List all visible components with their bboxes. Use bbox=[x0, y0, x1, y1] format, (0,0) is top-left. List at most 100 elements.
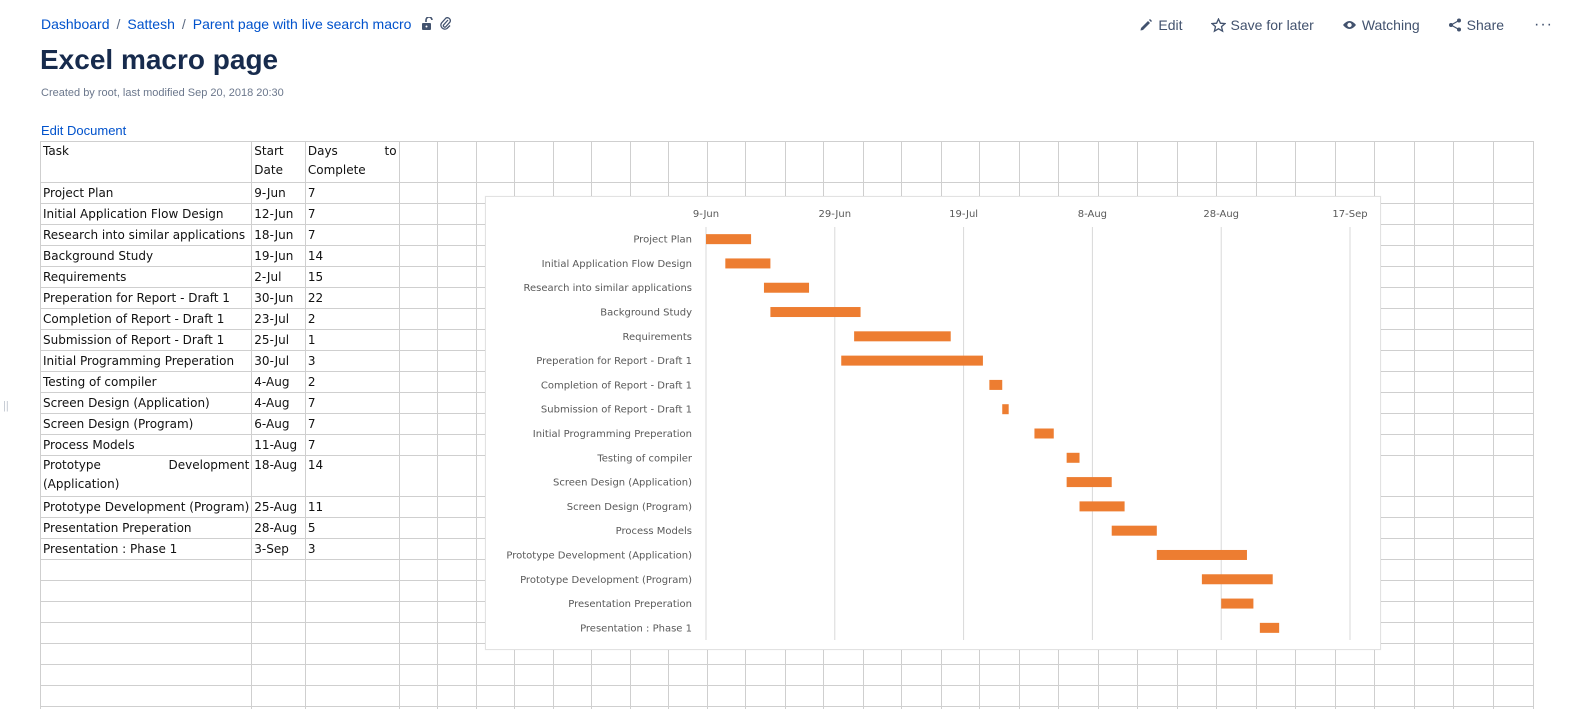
spreadsheet-cell[interactable] bbox=[552, 685, 593, 707]
spreadsheet-cell[interactable]: 6-Aug bbox=[251, 413, 306, 435]
resize-handle-icon[interactable]: || bbox=[3, 400, 9, 412]
attachment-icon[interactable] bbox=[440, 17, 452, 31]
more-actions-button[interactable]: ··· bbox=[1534, 16, 1553, 33]
spreadsheet-cell[interactable] bbox=[398, 538, 439, 560]
spreadsheet-cell[interactable] bbox=[437, 350, 477, 372]
spreadsheet-cell[interactable] bbox=[514, 685, 554, 707]
spreadsheet-cell[interactable] bbox=[437, 496, 477, 518]
spreadsheet-cell[interactable] bbox=[398, 601, 439, 623]
spreadsheet-cell[interactable] bbox=[437, 371, 477, 393]
spreadsheet-cell[interactable] bbox=[1452, 392, 1495, 414]
spreadsheet-cell[interactable] bbox=[1058, 685, 1099, 707]
spreadsheet-cell[interactable] bbox=[437, 392, 477, 414]
spreadsheet-cell[interactable]: 18-Aug bbox=[251, 455, 306, 497]
spreadsheet-cell[interactable] bbox=[398, 559, 439, 581]
spreadsheet-cell[interactable] bbox=[1493, 538, 1534, 560]
spreadsheet-cell[interactable] bbox=[251, 643, 306, 665]
spreadsheet-cell[interactable] bbox=[398, 622, 439, 644]
spreadsheet-cell[interactable] bbox=[304, 643, 400, 665]
spreadsheet-cell[interactable] bbox=[304, 706, 400, 709]
spreadsheet-cell[interactable] bbox=[552, 141, 593, 183]
save-for-later-button[interactable]: Save for later bbox=[1210, 17, 1314, 33]
spreadsheet-cell[interactable] bbox=[251, 664, 306, 686]
spreadsheet-cell[interactable] bbox=[398, 371, 439, 393]
spreadsheet-cell[interactable] bbox=[437, 224, 477, 246]
spreadsheet-cell[interactable]: Submission of Report - Draft 1 bbox=[40, 329, 253, 351]
spreadsheet-cell[interactable] bbox=[1493, 559, 1534, 581]
spreadsheet-cell[interactable] bbox=[1334, 664, 1376, 686]
spreadsheet-cell[interactable] bbox=[1255, 664, 1297, 686]
spreadsheet-cell[interactable] bbox=[1097, 664, 1139, 686]
spreadsheet-cell[interactable] bbox=[1176, 685, 1218, 707]
spreadsheet-cell[interactable] bbox=[1493, 455, 1534, 497]
spreadsheet-cell[interactable] bbox=[1493, 706, 1534, 709]
spreadsheet-cell[interactable] bbox=[1176, 664, 1218, 686]
spreadsheet-cell[interactable] bbox=[1413, 203, 1454, 225]
spreadsheet-cell[interactable] bbox=[1058, 141, 1099, 183]
spreadsheet-cell[interactable] bbox=[823, 706, 864, 709]
spreadsheet-cell[interactable]: Days to Complete bbox=[304, 141, 400, 183]
spreadsheet-cell[interactable]: 30-Jul bbox=[251, 350, 306, 372]
spreadsheet-cell[interactable] bbox=[1452, 245, 1495, 267]
spreadsheet-cell[interactable] bbox=[862, 141, 903, 183]
spreadsheet-cell[interactable] bbox=[901, 706, 942, 709]
spreadsheet-cell[interactable] bbox=[745, 141, 786, 183]
spreadsheet-cell[interactable] bbox=[475, 141, 516, 183]
spreadsheet-cell[interactable] bbox=[1413, 455, 1454, 497]
spreadsheet-cell[interactable] bbox=[251, 559, 306, 581]
spreadsheet-cell[interactable] bbox=[1493, 643, 1534, 665]
spreadsheet-cell[interactable]: 23-Jul bbox=[251, 308, 306, 330]
spreadsheet-cell[interactable] bbox=[251, 622, 306, 644]
spreadsheet-cell[interactable] bbox=[1493, 329, 1534, 351]
spreadsheet-cell[interactable] bbox=[398, 308, 439, 330]
spreadsheet-cell[interactable] bbox=[437, 664, 477, 686]
spreadsheet-cell[interactable] bbox=[706, 664, 747, 686]
spreadsheet-cell[interactable] bbox=[1452, 350, 1495, 372]
spreadsheet-cell[interactable]: 22 bbox=[304, 287, 400, 309]
spreadsheet-cell[interactable] bbox=[398, 203, 439, 225]
spreadsheet-cell[interactable] bbox=[1452, 664, 1495, 686]
spreadsheet-cell[interactable] bbox=[1493, 371, 1534, 393]
spreadsheet-cell[interactable] bbox=[1452, 371, 1495, 393]
spreadsheet-cell[interactable] bbox=[979, 664, 1020, 686]
spreadsheet-cell[interactable] bbox=[437, 182, 477, 204]
spreadsheet-cell[interactable] bbox=[1295, 141, 1336, 183]
spreadsheet-cell[interactable] bbox=[1413, 329, 1454, 351]
spreadsheet-cell[interactable] bbox=[437, 559, 477, 581]
spreadsheet-cell[interactable] bbox=[437, 308, 477, 330]
spreadsheet-cell[interactable] bbox=[1452, 308, 1495, 330]
spreadsheet-cell[interactable] bbox=[1413, 580, 1454, 602]
spreadsheet-cell[interactable] bbox=[1334, 685, 1376, 707]
spreadsheet-cell[interactable] bbox=[668, 664, 708, 686]
spreadsheet-cell[interactable]: 11 bbox=[304, 496, 400, 518]
spreadsheet-cell[interactable] bbox=[1493, 224, 1534, 246]
spreadsheet-cell[interactable]: Prototype Development (Application) bbox=[40, 455, 253, 497]
spreadsheet-cell[interactable]: 7 bbox=[304, 224, 400, 246]
spreadsheet-cell[interactable]: 14 bbox=[304, 455, 400, 497]
spreadsheet-cell[interactable] bbox=[1413, 601, 1454, 623]
spreadsheet-cell[interactable] bbox=[1058, 664, 1099, 686]
spreadsheet-cell[interactable]: 2 bbox=[304, 371, 400, 393]
spreadsheet-cell[interactable]: Background Study bbox=[40, 245, 253, 267]
spreadsheet-cell[interactable] bbox=[591, 141, 631, 183]
spreadsheet-cell[interactable] bbox=[1452, 643, 1495, 665]
spreadsheet-cell[interactable] bbox=[304, 664, 400, 686]
spreadsheet-cell[interactable]: 1 bbox=[304, 329, 400, 351]
spreadsheet-cell[interactable] bbox=[1452, 580, 1495, 602]
spreadsheet-cell[interactable] bbox=[1295, 664, 1336, 686]
spreadsheet-cell[interactable] bbox=[398, 413, 439, 435]
spreadsheet-cell[interactable]: 18-Jun bbox=[251, 224, 306, 246]
spreadsheet-cell[interactable] bbox=[437, 517, 477, 539]
spreadsheet-cell[interactable]: Screen Design (Program) bbox=[40, 413, 253, 435]
spreadsheet-cell[interactable] bbox=[1493, 517, 1534, 539]
spreadsheet-cell[interactable] bbox=[901, 141, 942, 183]
spreadsheet-cell[interactable] bbox=[745, 706, 786, 709]
spreadsheet-cell[interactable] bbox=[40, 706, 253, 709]
spreadsheet-cell[interactable] bbox=[1452, 266, 1495, 288]
spreadsheet-cell[interactable] bbox=[1493, 601, 1534, 623]
spreadsheet-cell[interactable] bbox=[1452, 434, 1495, 456]
spreadsheet-cell[interactable] bbox=[437, 266, 477, 288]
spreadsheet-cell[interactable] bbox=[40, 601, 253, 623]
spreadsheet-cell[interactable] bbox=[901, 664, 942, 686]
spreadsheet-cell[interactable]: 7 bbox=[304, 434, 400, 456]
